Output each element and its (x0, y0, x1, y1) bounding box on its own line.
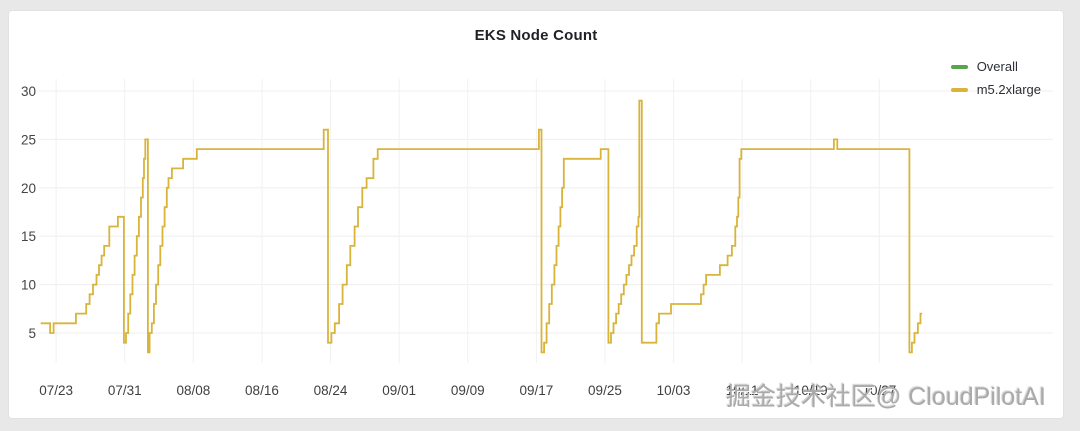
x-axis-tick-label: 10/11 (726, 383, 759, 398)
y-axis-tick-label: 10 (21, 278, 36, 293)
legend-item-m5.2xlarge[interactable]: m5.2xlarge (950, 82, 1041, 97)
x-axis-tick-label: 09/01 (382, 383, 416, 398)
x-axis-tick-label: 08/08 (176, 383, 210, 398)
x-axis-tick-label: 08/24 (314, 383, 348, 398)
y-axis-tick-label: 25 (21, 132, 36, 147)
x-axis-tick-label: 09/17 (519, 383, 553, 398)
legend-swatch-icon (950, 64, 968, 69)
y-axis-tick-label: 20 (21, 181, 36, 196)
x-axis-tick-label: 07/23 (39, 383, 73, 398)
x-axis-tick-label: 10/27 (862, 383, 896, 398)
chart-legend: Overall m5.2xlarge (950, 59, 1041, 97)
x-axis-tick-label: 09/25 (588, 383, 622, 398)
x-axis-tick-label: 10/03 (657, 383, 691, 398)
y-axis-tick-label: 15 (21, 229, 36, 244)
chart-line-m5.2xlarge (40, 99, 923, 354)
eks-node-count-panel[interactable]: EKS Node Count 5 10 15 20 25 30 07/23 07/31 08/0… (8, 10, 1064, 419)
legend-label: m5.2xlarge (976, 82, 1041, 97)
panel-title: EKS Node Count (474, 27, 598, 44)
x-axis-tick-label: 10/19 (794, 383, 828, 398)
node-count-chart[interactable]: 5 10 15 20 25 30 07/23 07/31 08/08 08/16 08/24 09/0… (9, 11, 1065, 420)
x-axis-tick-label: 08/16 (245, 383, 279, 398)
legend-item-overall[interactable]: Overall (950, 59, 1018, 74)
x-axis-tick-label: 09/09 (451, 383, 485, 398)
legend-swatch-icon (950, 87, 968, 92)
legend-label: Overall (976, 59, 1018, 74)
y-axis-tick-label: 30 (21, 84, 36, 99)
y-axis-tick-label: 5 (28, 326, 36, 341)
x-axis-tick-label: 07/31 (108, 383, 142, 398)
